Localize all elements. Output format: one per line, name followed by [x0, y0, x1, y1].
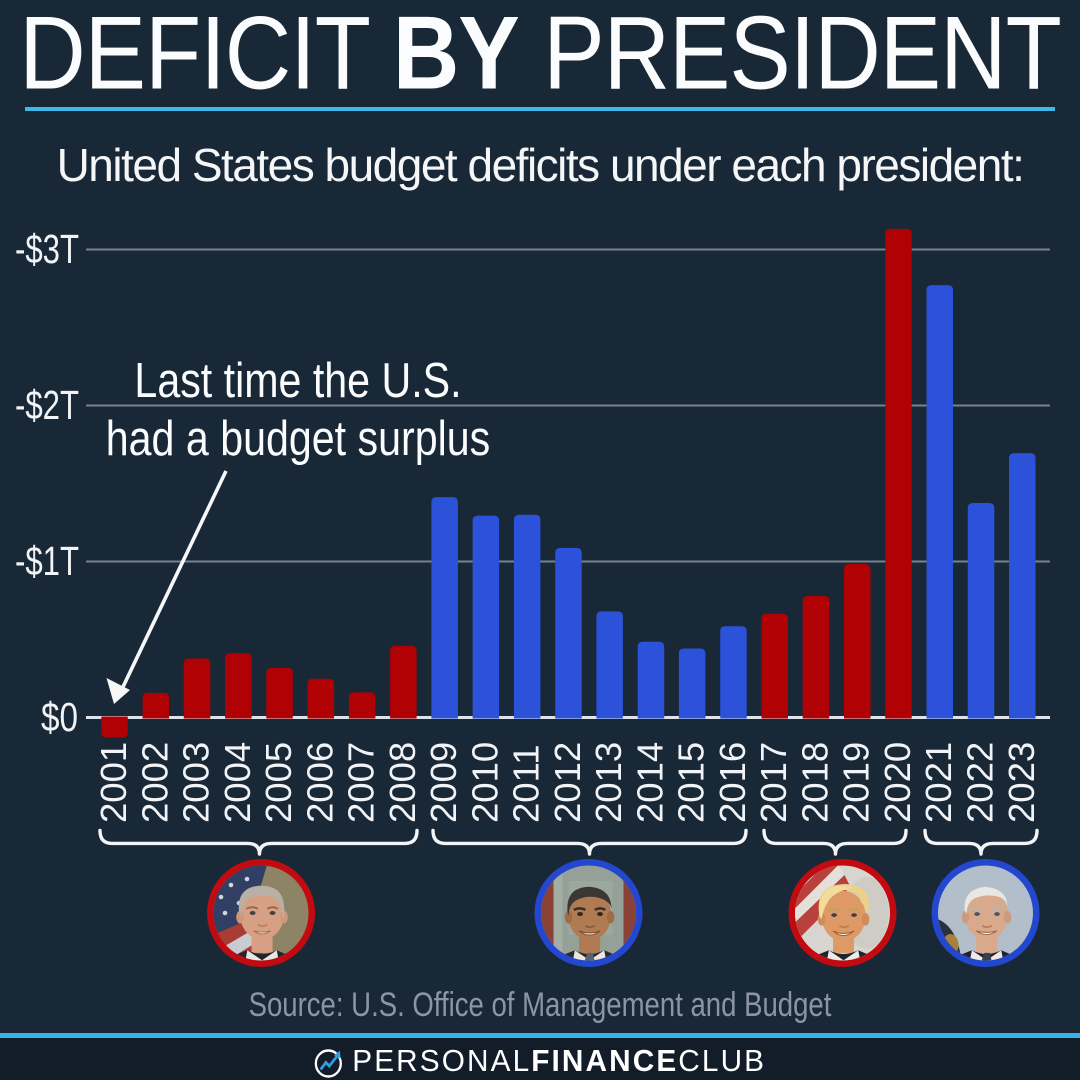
svg-text:2012: 2012: [547, 742, 588, 823]
svg-text:2022: 2022: [960, 742, 1001, 823]
svg-text:-$2T: -$2T: [15, 382, 79, 428]
svg-text:-$1T: -$1T: [15, 538, 79, 584]
svg-text:2005: 2005: [258, 742, 299, 823]
svg-text:2021: 2021: [918, 742, 959, 823]
svg-text:2011: 2011: [506, 745, 547, 824]
svg-text:2019: 2019: [836, 742, 877, 823]
svg-text:2013: 2013: [588, 742, 629, 823]
svg-text:-$3T: -$3T: [15, 226, 79, 272]
svg-text:2023: 2023: [1001, 742, 1042, 823]
svg-text:2010: 2010: [464, 742, 505, 823]
svg-text:2015: 2015: [671, 742, 712, 823]
svg-text:$0: $0: [41, 694, 78, 740]
svg-text:2008: 2008: [382, 742, 423, 823]
svg-text:2020: 2020: [877, 742, 918, 823]
svg-text:2003: 2003: [176, 742, 217, 823]
svg-text:2016: 2016: [712, 742, 753, 823]
svg-text:2006: 2006: [299, 742, 340, 823]
svg-text:2018: 2018: [795, 742, 836, 823]
svg-text:2004: 2004: [217, 742, 258, 823]
svg-text:2014: 2014: [629, 742, 670, 823]
svg-text:2002: 2002: [134, 742, 175, 823]
svg-text:2009: 2009: [423, 742, 464, 823]
svg-text:2007: 2007: [341, 742, 382, 823]
svg-text:2017: 2017: [753, 742, 794, 823]
svg-text:2001: 2001: [93, 742, 134, 823]
